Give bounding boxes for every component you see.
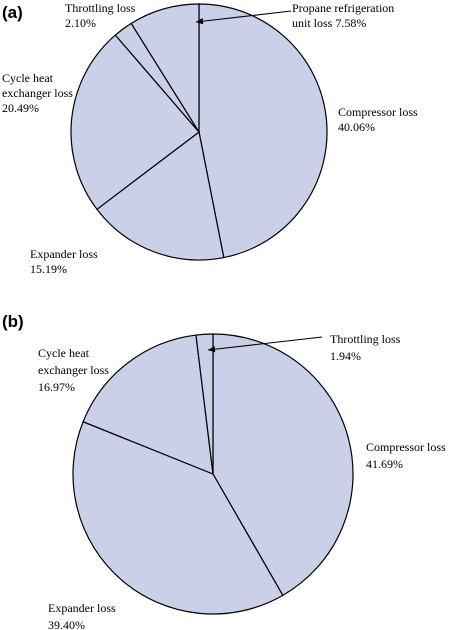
slice-label-line: 16.97% [38, 380, 75, 394]
slice-label-line: Compressor loss [366, 440, 446, 454]
pie-slice [70, 34, 200, 211]
slice-label: Compressor loss 40.06% [338, 105, 418, 134]
slice-label-line: 20.49% [2, 101, 39, 115]
leader-arrowhead [208, 346, 216, 353]
pie-slice [72, 420, 284, 615]
pie-slice [195, 333, 214, 475]
slice-label-line: Expander loss [30, 247, 98, 261]
panel-letter: (b) [2, 312, 24, 331]
pie-slice [130, 3, 200, 135]
slice-label: Cycle heat exchanger loss 16.97% [38, 346, 109, 394]
leader-line [195, 10, 292, 23]
slice-label: Throttling loss 2.10% [65, 1, 136, 30]
slice-label-line: exchanger loss [38, 363, 109, 377]
slice-label-line: Compressor loss [338, 105, 418, 119]
slice-label-line: unit loss 7.58% [292, 16, 366, 30]
slice-label: Propane refrigeration unit loss 7.58% [292, 1, 394, 30]
pie-slice [198, 3, 328, 259]
panel-letter: (a) [2, 3, 23, 22]
pie-chart-b: (b) Compressor loss 41.69% Expander loss 39.… [2, 312, 446, 630]
slice-label-line: exchanger loss [2, 86, 73, 100]
leader-line [207, 336, 323, 351]
slice-label-line: Propane refrigeration [292, 1, 394, 15]
slice-label-line: Expander loss [48, 601, 116, 615]
slice-label: Expander loss 39.40% [48, 601, 116, 630]
pie-chart-a: (a) Compressor loss 40.06% Expander loss 15.… [2, 1, 418, 276]
leader-arrowhead [196, 18, 204, 25]
slice-label-line: Cycle heat [38, 346, 90, 360]
slice-label: Cycle heat exchanger loss 20.49% [2, 71, 73, 115]
pie-slice [212, 333, 354, 597]
slice-label-line: Throttling loss [65, 1, 136, 15]
pie-slice [96, 130, 225, 261]
pie-slice [82, 334, 214, 475]
slice-label: Compressor loss 41.69% [366, 440, 446, 471]
slice-label-line: 41.69% [366, 457, 403, 471]
slice-label-line: 40.06% [338, 120, 375, 134]
slice-label-line: Cycle heat [2, 71, 54, 85]
slice-label-line: 39.40% [48, 618, 85, 630]
slice-label-line: 15.19% [30, 262, 67, 276]
slice-label: Expander loss 15.19% [30, 247, 98, 276]
slice-label: Throttling loss 1.94% [330, 332, 401, 363]
slice-label-line: 2.10% [65, 16, 96, 30]
slice-label-line: 1.94% [330, 349, 361, 363]
slice-label-line: Throttling loss [330, 332, 401, 346]
